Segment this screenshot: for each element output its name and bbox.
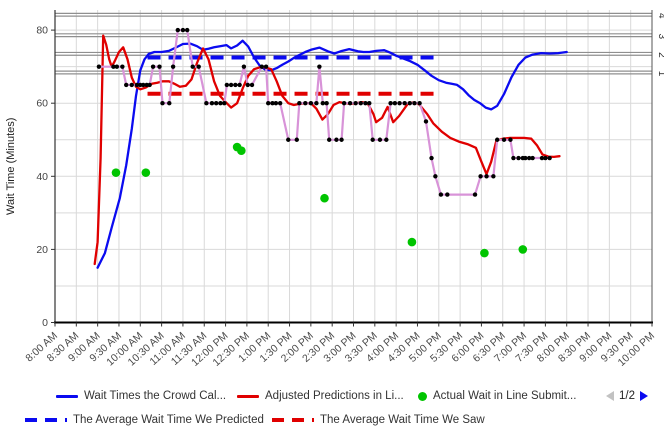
legend-item-crowd-calculated: Wait Times the Crowd Cal...	[56, 388, 226, 404]
legend-label-average-predicted: The Average Wait Time We Predicted	[73, 414, 264, 426]
red-line-swatch	[237, 394, 259, 398]
page-indicator: 1/2	[619, 390, 635, 402]
red-dashed-swatch	[272, 418, 314, 422]
reference-line-label-2: 2	[656, 52, 664, 58]
legend-item-average-saw: The Average Wait Time We Saw	[272, 412, 485, 428]
legend-label-crowd-calculated: Wait Times the Crowd Cal...	[84, 390, 227, 402]
legend-item-actual-wait: Actual Wait in Line Submit...	[418, 388, 576, 404]
reference-line-label-4: 4	[656, 13, 664, 19]
legend-pagination: 1/2	[606, 388, 648, 404]
reference-line-label-3: 3	[656, 33, 664, 39]
svg-text:0: 0	[42, 317, 48, 329]
reference-line-label-1: 1	[656, 71, 664, 77]
legend-label-adjusted-predictions: Adjusted Predictions in Li...	[265, 390, 404, 402]
chart-canvas: 12340204060808:00 AM8:30 AM9:00 AM9:30 A…	[5, 10, 664, 369]
legend-row-2: The Average Wait Time We Predicted The A…	[0, 412, 664, 428]
svg-text:40: 40	[36, 171, 48, 183]
legend-row-1: Wait Times the Crowd Cal... Adjusted Pre…	[0, 388, 664, 404]
prev-page-icon[interactable]	[606, 391, 614, 401]
next-page-icon[interactable]	[640, 391, 648, 401]
legend-item-average-predicted: The Average Wait Time We Predicted	[25, 412, 264, 428]
legend-label-average-saw: The Average Wait Time We Saw	[320, 414, 485, 426]
green-dot-swatch	[418, 391, 427, 401]
legend-item-adjusted-predictions: Adjusted Predictions in Li...	[237, 388, 404, 404]
y-axis-title: Wait Time (Minutes)	[5, 118, 17, 215]
blue-dashed-swatch	[25, 418, 67, 422]
svg-text:80: 80	[36, 25, 48, 37]
legend-label-actual-wait: Actual Wait in Line Submit...	[433, 390, 577, 402]
svg-text:20: 20	[36, 244, 48, 256]
blue-line-swatch	[56, 394, 78, 398]
svg-text:60: 60	[36, 98, 48, 110]
